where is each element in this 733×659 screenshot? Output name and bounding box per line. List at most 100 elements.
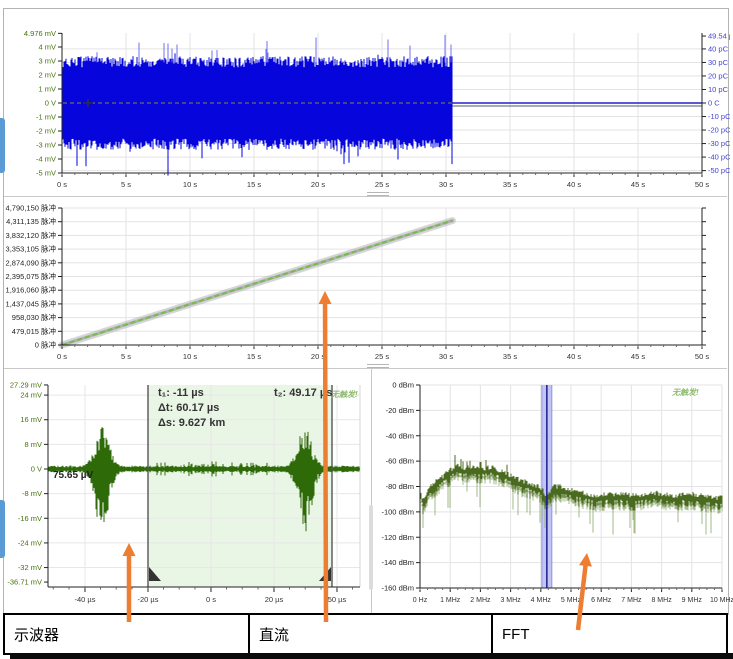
svg-text:4,790,150 脉冲: 4,790,150 脉冲 bbox=[6, 203, 56, 213]
svg-text:15 s: 15 s bbox=[247, 352, 261, 361]
svg-text:-140 dBm: -140 dBm bbox=[381, 558, 414, 567]
svg-text:50 µs: 50 µs bbox=[328, 595, 347, 604]
svg-text:2 MHz: 2 MHz bbox=[470, 597, 491, 604]
svg-text:5 s: 5 s bbox=[121, 180, 131, 189]
svg-text:45 s: 45 s bbox=[631, 352, 645, 361]
svg-text:4,311,135 脉冲: 4,311,135 脉冲 bbox=[6, 216, 56, 226]
svg-text:50 s: 50 s bbox=[695, 352, 709, 361]
svg-text:10 s: 10 s bbox=[183, 352, 197, 361]
fft-panel: 0 dBm -20 dBm -40 dBm -60 dBm -80 dBm -100 dB… bbox=[371, 368, 733, 613]
svg-text:-10 pC: -10 pC bbox=[708, 112, 730, 121]
no-trigger-status: 无触发! bbox=[331, 390, 358, 399]
bottom-black-bar bbox=[10, 653, 733, 659]
fft-chart: 0 dBm -20 dBm -40 dBm -60 dBm -80 dBm -100 dB… bbox=[381, 381, 733, 605]
svg-text:0 s: 0 s bbox=[206, 595, 216, 604]
svg-text:50 s: 50 s bbox=[695, 180, 709, 189]
svg-text:-20 pC: -20 pC bbox=[708, 126, 730, 135]
svg-text:1 MHz: 1 MHz bbox=[440, 597, 461, 604]
svg-text:3,353,105 脉冲: 3,353,105 脉冲 bbox=[6, 244, 56, 254]
td-waveform-trace bbox=[48, 427, 360, 532]
cursor-t1-handle[interactable] bbox=[149, 567, 161, 581]
svg-text:-20 µs: -20 µs bbox=[138, 595, 159, 604]
svg-text:3,832,120 脉冲: 3,832,120 脉冲 bbox=[6, 230, 56, 240]
svg-text:35 s: 35 s bbox=[503, 180, 517, 189]
cursor-t1-readout: t₁: -11 µs bbox=[158, 387, 204, 399]
noise-level-readout: 75.65 µV bbox=[53, 470, 94, 481]
svg-text:45 s: 45 s bbox=[631, 180, 645, 189]
tab-oscilloscope[interactable]: 示波器 bbox=[14, 626, 60, 644]
svg-text:0 s: 0 s bbox=[57, 180, 67, 189]
svg-text:20 s: 20 s bbox=[311, 180, 325, 189]
charge-noise-trace bbox=[62, 35, 453, 176]
svg-text:30 s: 30 s bbox=[439, 180, 453, 189]
svg-text:27.29 mV: 27.29 mV bbox=[10, 380, 42, 389]
svg-text:20 s: 20 s bbox=[311, 352, 325, 361]
svg-text:49.54 pC: 49.54 pC bbox=[708, 32, 730, 41]
svg-text:-36.71 mV: -36.71 mV bbox=[7, 578, 42, 587]
svg-text:-16 mV: -16 mV bbox=[18, 514, 42, 523]
svg-text:-160 dBm: -160 dBm bbox=[381, 584, 414, 593]
svg-text:0 dBm: 0 dBm bbox=[392, 381, 414, 390]
svg-text:40 pC: 40 pC bbox=[708, 44, 729, 53]
svg-text:-50 pC: -50 pC bbox=[708, 166, 730, 175]
cursor-dt-readout: Δt: 60.17 µs bbox=[158, 402, 220, 414]
svg-text:-4 mV: -4 mV bbox=[36, 155, 56, 164]
pulse-count-chart: 4,790,150 脉冲 4,311,135 脉冲 3,832,120 脉冲 3,35… bbox=[6, 203, 710, 362]
svg-text:1,916,060 脉冲: 1,916,060 脉冲 bbox=[6, 285, 56, 295]
divider-middle-bottom bbox=[4, 368, 727, 369]
cursor-ds-readout: Δs: 9.627 km bbox=[158, 417, 226, 429]
svg-text:-40 pC: -40 pC bbox=[708, 153, 730, 162]
svg-text:1 mV: 1 mV bbox=[38, 85, 56, 94]
splitter-handle-top[interactable] bbox=[367, 190, 389, 198]
svg-text:9 MHz: 9 MHz bbox=[682, 597, 703, 604]
svg-text:-5 mV: -5 mV bbox=[36, 169, 56, 178]
svg-text:0 s: 0 s bbox=[57, 352, 67, 361]
oscilloscope-panel: 27.29 mV 24 mV 16 mV 8 mV 0 V -8 mV -16 mV -24 … bbox=[3, 368, 371, 613]
svg-text:2,395,075 脉冲: 2,395,075 脉冲 bbox=[6, 271, 56, 281]
svg-text:-40 dBm: -40 dBm bbox=[386, 431, 414, 440]
svg-text:0 V: 0 V bbox=[31, 465, 42, 474]
svg-text:0 V: 0 V bbox=[45, 99, 56, 108]
tab-fft[interactable]: FFT bbox=[491, 615, 726, 653]
svg-text:40 s: 40 s bbox=[567, 352, 581, 361]
svg-text:-1 mV: -1 mV bbox=[36, 113, 56, 122]
svg-text:-100 dBm: -100 dBm bbox=[381, 507, 414, 516]
scrollbar-track-divider[interactable] bbox=[369, 505, 373, 590]
svg-text:-30 pC: -30 pC bbox=[708, 139, 730, 148]
divider-top-middle bbox=[4, 196, 727, 197]
svg-text:35 s: 35 s bbox=[503, 352, 517, 361]
svg-text:3 mV: 3 mV bbox=[38, 57, 56, 66]
splitter-handle-middle[interactable] bbox=[367, 362, 389, 370]
svg-text:1,437,045 脉冲: 1,437,045 脉冲 bbox=[6, 298, 56, 308]
svg-text:-60 dBm: -60 dBm bbox=[386, 457, 414, 466]
svg-text:0 C: 0 C bbox=[708, 99, 720, 108]
svg-text:2,874,090 脉冲: 2,874,090 脉冲 bbox=[6, 257, 56, 267]
svg-text:5 s: 5 s bbox=[121, 352, 131, 361]
charge-waveform-chart: 4.976 mV 4 mV 3 mV 2 mV 1 mV 0 V -1 mV -2 mV -3 … bbox=[24, 29, 730, 189]
svg-text:4 mV: 4 mV bbox=[38, 43, 56, 52]
scrollbar-thumb-top[interactable] bbox=[0, 118, 5, 173]
cursor-t2-readout: t₂: 49.17 µs bbox=[274, 387, 333, 399]
svg-text:25 s: 25 s bbox=[375, 352, 389, 361]
scrollbar-thumb-bottom[interactable] bbox=[0, 500, 5, 558]
svg-text:30 pC: 30 pC bbox=[708, 58, 729, 67]
divider-bottom-panels bbox=[371, 368, 372, 613]
svg-text:-40 µs: -40 µs bbox=[75, 595, 96, 604]
svg-text:40 s: 40 s bbox=[567, 180, 581, 189]
svg-text:0 Hz: 0 Hz bbox=[413, 597, 428, 604]
svg-text:15 s: 15 s bbox=[247, 180, 261, 189]
svg-text:10 s: 10 s bbox=[183, 180, 197, 189]
svg-text:20 pC: 20 pC bbox=[708, 71, 729, 80]
spectrum-trace bbox=[419, 454, 723, 515]
svg-text:20 µs: 20 µs bbox=[265, 595, 284, 604]
svg-text:0 脉冲: 0 脉冲 bbox=[35, 340, 56, 350]
tab-dc[interactable]: 直流 bbox=[248, 615, 491, 653]
svg-text:-24 mV: -24 mV bbox=[18, 538, 42, 547]
svg-text:8 MHz: 8 MHz bbox=[651, 597, 672, 604]
svg-text:4.976 mV: 4.976 mV bbox=[24, 29, 56, 38]
bottom-tab-bar: 示波器 直流 FFT bbox=[3, 613, 728, 655]
svg-text:4 MHz: 4 MHz bbox=[531, 597, 552, 604]
no-trigger-status-fft: 无触发! bbox=[672, 388, 699, 397]
svg-text:6 MHz: 6 MHz bbox=[591, 597, 612, 604]
